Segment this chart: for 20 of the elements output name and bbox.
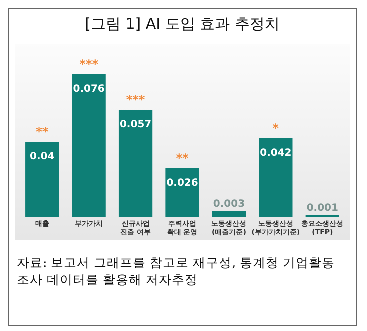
bar <box>72 74 106 218</box>
chart-title: [그림 1] AI 도입 효과 추정치 <box>84 15 281 34</box>
data-label: 0.04 <box>30 152 55 163</box>
data-label: 0.076 <box>73 84 105 95</box>
data-label: 0.042 <box>260 148 292 159</box>
text: 자료: 보고서 그래프를 참고로 재구성, 통계청 기업활동 조사 데이터를 활용해 저자추정 <box>17 254 336 288</box>
bar <box>259 138 293 218</box>
bar <box>166 168 200 218</box>
annotation: ** <box>176 151 190 166</box>
annotation: *** <box>126 93 146 108</box>
data-label: 0.001 <box>306 202 338 214</box>
bar <box>118 110 153 218</box>
bar <box>212 212 246 218</box>
annotation: *** <box>80 57 100 72</box>
annotation: ** <box>36 125 50 140</box>
bar <box>26 142 60 218</box>
data-label: 0.057 <box>120 120 152 131</box>
data-label: 0.003 <box>213 199 246 210</box>
annotation: * <box>272 121 280 136</box>
data-label: 0.026 <box>166 178 198 189</box>
